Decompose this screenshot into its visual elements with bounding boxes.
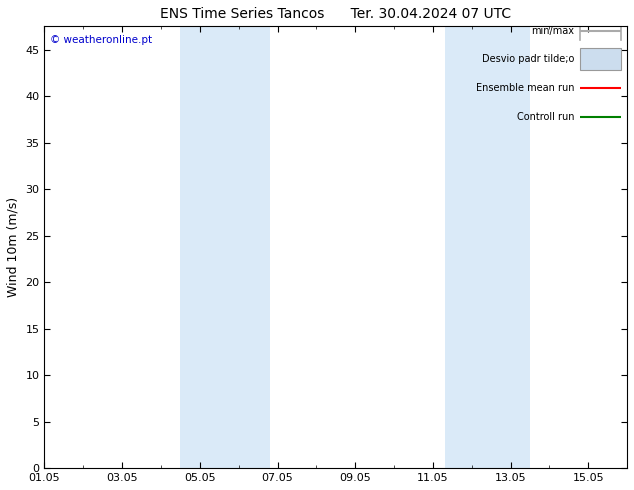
- Point: [79, 457, 87, 463]
- Text: Controll run: Controll run: [517, 112, 574, 122]
- Bar: [581, 49, 621, 71]
- Point: [77, 456, 84, 462]
- Text: Desvio padr tilde;o: Desvio padr tilde;o: [482, 54, 574, 64]
- Point: [79, 456, 87, 462]
- Point: [77, 457, 84, 463]
- Text: © weatheronline.pt: © weatheronline.pt: [50, 35, 152, 45]
- Point: [77, 456, 84, 462]
- Title: ENS Time Series Tancos      Ter. 30.04.2024 07 UTC: ENS Time Series Tancos Ter. 30.04.2024 0…: [160, 7, 512, 21]
- Point: [79, 456, 87, 462]
- Point: [79, 458, 87, 464]
- Point: [77, 456, 84, 462]
- Y-axis label: Wind 10m (m/s): Wind 10m (m/s): [7, 197, 20, 297]
- Point: [77, 458, 84, 464]
- Bar: [181, 26, 269, 468]
- Text: Ensemble mean run: Ensemble mean run: [476, 83, 574, 93]
- Text: min/max: min/max: [532, 25, 574, 36]
- Point: [79, 456, 87, 462]
- Bar: [444, 26, 530, 468]
